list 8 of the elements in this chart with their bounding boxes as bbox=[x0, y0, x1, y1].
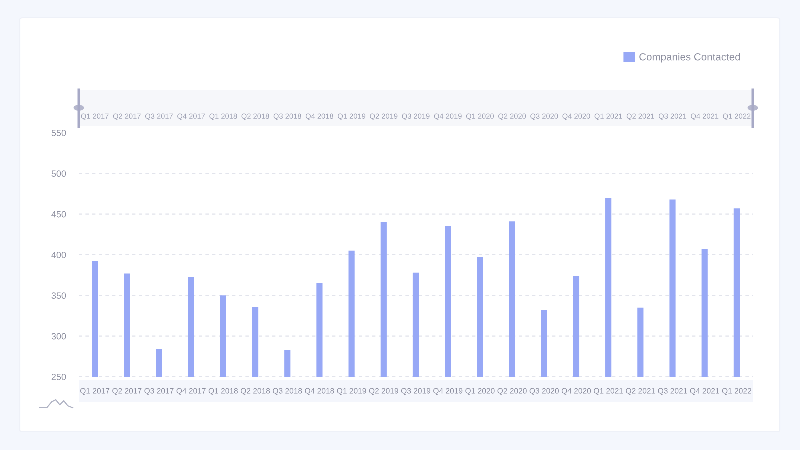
legend-label: Companies Contacted bbox=[640, 53, 740, 63]
y-tick-label: 350 bbox=[52, 292, 66, 300]
y-tick-label: 500 bbox=[52, 170, 66, 178]
y-tick-label: 550 bbox=[52, 130, 66, 136]
y-tick-label: 450 bbox=[52, 211, 66, 218]
y-tick-label: 250 bbox=[52, 374, 66, 380]
y-tick-label: 300 bbox=[52, 333, 66, 340]
y-tick-label: 400 bbox=[52, 252, 66, 258]
